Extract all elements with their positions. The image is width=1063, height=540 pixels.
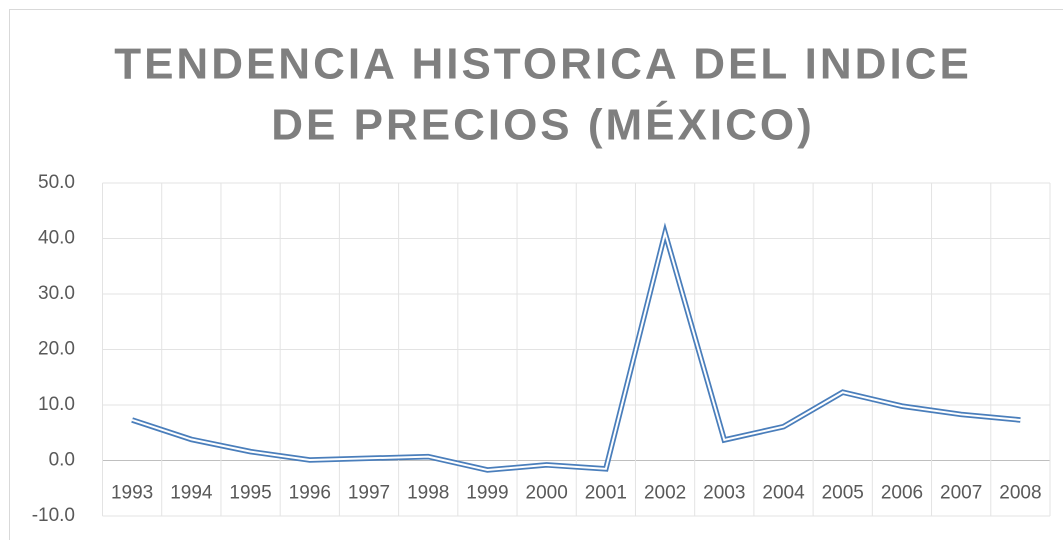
x-tick-label: 2008 — [999, 483, 1041, 504]
chart-title: TENDENCIA HISTORICA DEL INDICE — [114, 40, 972, 89]
y-tick-label: 40.0 — [38, 228, 75, 249]
x-tick-label: 2004 — [762, 483, 805, 504]
x-tick-label: 2003 — [703, 483, 745, 504]
x-tick-label: 2002 — [644, 483, 686, 504]
y-tick-label: 20.0 — [38, 339, 75, 360]
y-tick-label: 30.0 — [38, 283, 75, 304]
line-series-inner — [131, 229, 1021, 471]
x-tick-label: 1998 — [407, 483, 449, 504]
y-tick-label: -10.0 — [32, 505, 75, 526]
y-tick-label: 50.0 — [38, 172, 75, 193]
y-tick-label: 0.0 — [49, 450, 75, 471]
x-tick-label: 1996 — [289, 483, 331, 504]
x-tick-label: 2006 — [881, 483, 923, 504]
chart-title: DE PRECIOS (MÉXICO) — [271, 100, 815, 150]
chart-border — [9, 9, 1063, 540]
x-tick-label: 2007 — [940, 483, 982, 504]
x-tick-label: 2005 — [822, 483, 864, 504]
x-tick-label: 1994 — [170, 483, 213, 504]
x-tick-label: 2000 — [526, 483, 568, 504]
x-tick-label: 1993 — [111, 483, 153, 504]
x-tick-label: 1997 — [348, 483, 390, 504]
y-tick-label: 10.0 — [38, 394, 75, 415]
x-tick-label: 2001 — [585, 483, 627, 504]
x-tick-label: 1999 — [466, 483, 508, 504]
x-tick-label: 1995 — [229, 483, 271, 504]
